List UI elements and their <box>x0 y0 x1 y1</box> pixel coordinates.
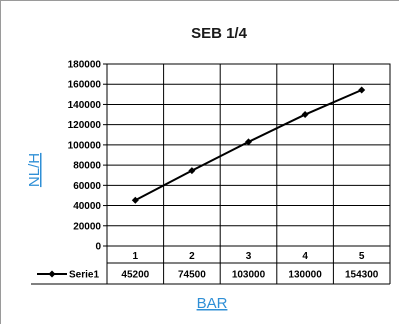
x-tick-label: 4 <box>302 251 308 262</box>
plot-area-border <box>106 63 391 247</box>
y-axis-title[interactable]: NL/H <box>26 153 43 187</box>
series-serie1 <box>131 86 366 204</box>
chart-title: SEB 1/4 <box>191 25 248 42</box>
data-point-marker <box>188 167 196 175</box>
legend-diamond-icon <box>48 270 56 278</box>
x-tick-label: 2 <box>189 251 195 262</box>
y-axis-ticks: 0 20000 40000 60000 80000 100000 120000 140000 1… <box>68 60 107 253</box>
x-tick-label: 5 <box>359 251 365 262</box>
y-tick-label: 80000 <box>73 161 101 172</box>
data-point-marker <box>358 86 366 94</box>
data-table-value: 154300 <box>345 270 379 281</box>
data-point-marker <box>301 111 309 119</box>
y-tick-label: 60000 <box>73 181 101 192</box>
x-axis-ticks: 1 2 3 4 5 <box>133 251 365 262</box>
y-tick-label: 120000 <box>68 120 102 131</box>
data-table-row: Serie1 45200 74500 103000 130000 154300 <box>31 246 391 285</box>
data-table-value: 74500 <box>178 270 206 281</box>
y-tick-label: 0 <box>95 242 101 253</box>
x-axis-title[interactable]: BAR <box>197 295 228 312</box>
data-table-value: 103000 <box>232 270 266 281</box>
data-point-marker <box>131 196 139 204</box>
y-tick-label: 100000 <box>68 140 102 151</box>
y-tick-label: 40000 <box>73 201 101 212</box>
y-tick-label: 180000 <box>68 60 102 71</box>
legend-label: Serie1 <box>69 270 99 281</box>
y-tick-label: 140000 <box>68 100 102 111</box>
data-table-value: 45200 <box>121 270 149 281</box>
grid-lines <box>107 64 390 246</box>
x-tick-label: 3 <box>246 251 252 262</box>
data-table-value: 130000 <box>288 270 322 281</box>
y-tick-label: 20000 <box>73 221 101 232</box>
data-point-marker <box>245 138 252 146</box>
x-tick-label: 1 <box>133 251 139 262</box>
y-tick-label: 160000 <box>68 80 102 91</box>
